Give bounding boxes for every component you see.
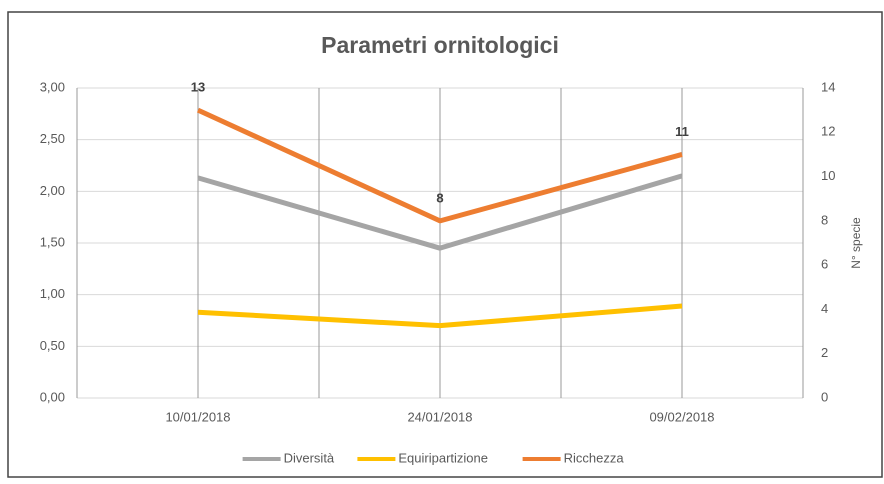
y-tick-label: 2,00 bbox=[40, 183, 65, 198]
x-tick-label: 09/02/2018 bbox=[649, 409, 714, 424]
y-tick-label: 2,50 bbox=[40, 131, 65, 146]
legend-label: Diversità bbox=[284, 450, 335, 465]
y2-tick-label: 10 bbox=[821, 168, 835, 183]
y-tick-label: 0,50 bbox=[40, 338, 65, 353]
y-tick-label: 3,00 bbox=[40, 79, 65, 94]
legend-label: Ricchezza bbox=[564, 450, 625, 465]
y2-tick-label: 0 bbox=[821, 389, 828, 404]
y2-tick-label: 8 bbox=[821, 212, 828, 227]
line-series bbox=[197, 173, 683, 251]
chart-title: Parametri ornitologici bbox=[321, 32, 559, 58]
y-tick-label: 0,00 bbox=[40, 389, 65, 404]
y2-tick-label: 12 bbox=[821, 124, 835, 139]
legend-label: Equiripartizione bbox=[398, 450, 488, 465]
y-tick-label: 1,50 bbox=[40, 234, 65, 249]
data-label: 8 bbox=[436, 190, 443, 205]
line-series bbox=[197, 303, 683, 329]
data-label: 13 bbox=[191, 80, 205, 95]
y-tick-label: 1,00 bbox=[40, 286, 65, 301]
line-series bbox=[196, 107, 683, 224]
x-tick-label: 24/01/2018 bbox=[407, 409, 472, 424]
y2-tick-label: 4 bbox=[821, 301, 828, 316]
y2-axis-label: N° specie bbox=[849, 217, 863, 269]
data-label: 11 bbox=[675, 124, 689, 139]
y2-tick-label: 2 bbox=[821, 345, 828, 360]
x-tick-label: 10/01/2018 bbox=[165, 409, 230, 424]
y2-tick-label: 6 bbox=[821, 257, 828, 272]
y2-tick-label: 14 bbox=[821, 79, 835, 94]
